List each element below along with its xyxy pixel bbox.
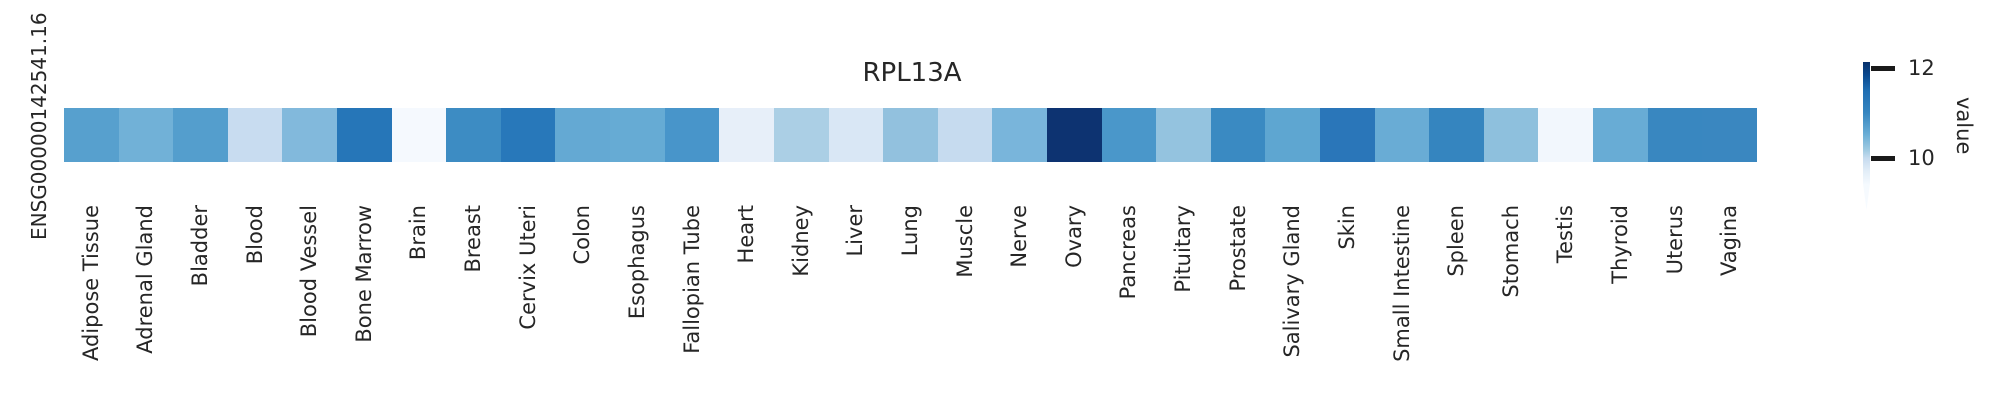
heatmap-cell-breast: [446, 108, 501, 162]
x-tick-label-bone-marrow: Bone Marrow: [351, 205, 376, 343]
x-tick-label-colon: Colon: [570, 205, 595, 265]
heatmap-cell-brain: [391, 108, 447, 162]
heatmap-cell-liver: [828, 108, 884, 162]
heatmap-cell-nerve: [992, 108, 1047, 162]
x-tick-label-adipose-tissue: Adipose Tissue: [78, 205, 103, 362]
x-tick-label-salivary-gland: Salivary Gland: [1280, 205, 1305, 358]
heatmap-cell-lung: [883, 108, 938, 162]
x-tick-label-spleen: Spleen: [1444, 205, 1469, 277]
colorbar-tick-10: [1871, 156, 1895, 161]
x-tick-label-stomach: Stomach: [1498, 205, 1523, 298]
heatmap-cell-colon: [555, 108, 611, 162]
x-tick-label-breast: Breast: [461, 205, 486, 273]
heatmap-cell-skin: [1320, 108, 1375, 162]
heatmap-cell-uterus: [1647, 108, 1703, 162]
x-tick-label-cervix-uteri: Cervix Uteri: [515, 205, 540, 330]
heatmap-cell-cervix-uteri: [500, 108, 556, 162]
row-label: ENSG00000142541.16: [27, 12, 51, 240]
x-tick-label-brain: Brain: [406, 205, 431, 261]
colorbar-tick-12: [1871, 66, 1895, 71]
heatmap-cell-muscle: [937, 108, 993, 162]
heatmap-cell-heart: [719, 108, 774, 162]
x-tick-label-ovary: Ovary: [1061, 205, 1086, 268]
heatmap-cell-ovary: [1046, 108, 1102, 162]
heatmap-cell-blood: [227, 108, 283, 162]
heatmap-cell-prostate: [1210, 108, 1266, 162]
heatmap-cell-bladder: [173, 108, 228, 162]
heatmap-row: [64, 108, 1757, 162]
heatmap-cell-bone-marrow: [337, 108, 392, 162]
x-tick-label-muscle: Muscle: [952, 205, 977, 278]
heatmap-cell-testis: [1538, 108, 1594, 162]
heatmap-cell-blood-vessel: [282, 108, 338, 162]
x-tick-label-uterus: Uterus: [1662, 205, 1687, 275]
heatmap-cell-stomach: [1483, 108, 1539, 162]
x-tick-label-testis: Testis: [1553, 205, 1578, 264]
chart-title: RPL13A: [862, 58, 962, 88]
heatmap-cell-adrenal-gland: [118, 108, 174, 162]
x-tick-label-pancreas: Pancreas: [1116, 205, 1141, 300]
heatmap-cell-kidney: [773, 108, 829, 162]
x-tick-label-skin: Skin: [1334, 205, 1359, 250]
x-tick-label-bladder: Bladder: [188, 205, 213, 287]
x-tick-label-lung: Lung: [898, 205, 922, 257]
heatmap-cell-adipose-tissue: [64, 108, 119, 162]
heatmap-cell-pituitary: [1156, 108, 1211, 162]
heatmap-cell-small-intestine: [1374, 108, 1430, 162]
heatmap-cell-fallopian-tube: [664, 108, 720, 162]
x-tick-label-nerve: Nerve: [1007, 205, 1032, 268]
x-tick-label-vagina: Vagina: [1717, 205, 1742, 276]
heatmap-cell-salivary-gland: [1265, 108, 1321, 162]
x-tick-label-blood: Blood: [242, 205, 267, 265]
colorbar-ticklabel-10: 10: [1908, 146, 1935, 170]
colorbar-ticklabel-12: 12: [1908, 56, 1935, 80]
x-tick-label-liver: Liver: [843, 205, 868, 257]
heatmap-cell-pancreas: [1101, 108, 1157, 162]
heatmap-cell-vagina: [1702, 108, 1757, 162]
x-tick-label-blood-vessel: Blood Vessel: [297, 205, 322, 338]
x-tick-label-adrenal-gland: Adrenal Gland: [133, 205, 158, 354]
colorbar-gradient: [1863, 62, 1870, 210]
x-tick-label-kidney: Kidney: [788, 205, 813, 277]
x-tick-label-fallopian-tube: Fallopian Tube: [679, 205, 704, 354]
x-tick-label-small-intestine: Small Intestine: [1389, 205, 1414, 362]
x-tick-label-thyroid: Thyroid: [1607, 205, 1632, 284]
x-tick-label-prostate: Prostate: [1225, 205, 1250, 292]
x-tick-label-pituitary: Pituitary: [1171, 205, 1196, 293]
heatmap-cell-thyroid: [1593, 108, 1648, 162]
heatmap-cell-esophagus: [610, 108, 665, 162]
x-tick-label-heart: Heart: [734, 205, 759, 264]
heatmap-cell-spleen: [1429, 108, 1484, 162]
colorbar-axis-label: value: [1952, 97, 1976, 155]
x-tick-label-esophagus: Esophagus: [624, 205, 649, 320]
